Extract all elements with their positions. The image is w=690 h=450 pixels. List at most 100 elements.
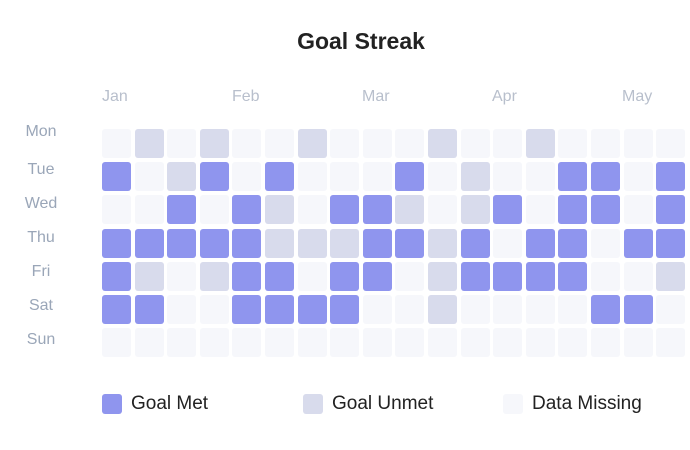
heatmap-cell-mon-week-12 [460,129,490,158]
heatmap-cell-fri-week-5 [232,261,262,291]
heatmap-cell-fri-week-14 [525,261,555,291]
heatmap-cell-sat-week-15 [558,295,588,324]
heatmap-cell-wed-week-3 [167,195,197,225]
heatmap-cell-sun-week-2 [134,328,164,358]
heatmap-cell-tue-week-11 [428,162,457,192]
heatmap-cell-sun-week-13 [493,328,523,358]
heatmap-cell-wed-week-8 [330,195,360,225]
heatmap-cell-sat-week-16 [591,295,620,324]
heatmap-cell-mon-week-10 [395,129,425,158]
heatmap-cell-mon-week-4 [199,129,229,158]
heatmap-cell-sat-week-1 [102,295,131,324]
heatmap-cell-fri-week-7 [297,261,327,291]
heatmap-cell-sun-week-3 [167,328,197,358]
heatmap-cell-sat-week-2 [134,295,164,324]
legend-swatch-missing [503,394,523,414]
heatmap-cell-thu-week-13 [493,228,523,258]
heatmap-cell-fri-week-4 [199,261,229,291]
heatmap-cell-mon-week-16 [591,129,620,158]
heatmap-cell-mon-week-9 [362,129,392,158]
heatmap-cell-thu-week-3 [167,228,197,258]
heatmap-cell-sun-week-9 [362,328,392,358]
heatmap-cell-fri-week-6 [265,261,294,291]
heatmap-cell-thu-week-5 [232,228,262,258]
heatmap-cell-sat-week-14 [525,295,555,324]
heatmap-cell-tue-week-17 [623,162,653,192]
heatmap-cell-sat-week-8 [330,295,360,324]
heatmap-cell-mon-week-2 [134,129,164,158]
heatmap-cell-wed-week-5 [232,195,262,225]
heatmap-cell-sun-week-16 [591,328,620,358]
heatmap-cell-sun-week-18 [656,328,686,358]
day-label-tue: Tue [27,161,55,178]
heatmap-cell-sat-week-17 [623,295,653,324]
heatmap-cell-thu-week-17 [623,228,653,258]
heatmap-cell-sun-week-14 [525,328,555,358]
heatmap-cell-tue-week-4 [199,162,229,192]
heatmap-cell-fri-week-16 [591,261,620,291]
heatmap-cell-tue-week-3 [167,162,197,192]
heatmap-cell-mon-week-13 [493,129,523,158]
heatmap-cell-sat-week-7 [297,295,327,324]
legend-swatch-unmet [303,394,323,414]
heatmap-cell-thu-week-18 [656,228,686,258]
heatmap-cell-wed-week-4 [199,195,229,225]
heatmap-cell-thu-week-8 [330,228,360,258]
day-label-wed: Wed [24,195,58,212]
heatmap-cell-sat-week-11 [428,295,457,324]
heatmap-cell-fri-week-18 [656,261,686,291]
heatmap-cell-wed-week-1 [102,195,131,225]
heatmap-cell-mon-week-17 [623,129,653,158]
legend-item-goal-unmet: Goal Unmet [303,393,433,415]
heatmap-cell-mon-week-14 [525,129,555,158]
heatmap-cell-sat-week-12 [460,295,490,324]
heatmap-cell-sun-week-10 [395,328,425,358]
heatmap-cell-tue-week-6 [265,162,294,192]
heatmap-cell-mon-week-6 [265,129,294,158]
heatmap-cell-tue-week-5 [232,162,262,192]
heatmap-cell-sat-week-6 [265,295,294,324]
heatmap-cell-wed-week-12 [460,195,490,225]
heatmap-cell-sun-week-6 [265,328,294,358]
heatmap-cell-fri-week-12 [460,261,490,291]
month-label-may: May [622,88,653,105]
legend-label-data-missing: Data Missing [532,393,642,414]
legend-swatch-met [102,394,122,414]
heatmap-cell-sun-week-7 [297,328,327,358]
heatmap-cell-sun-week-1 [102,328,131,358]
heatmap-cell-thu-week-16 [591,228,620,258]
heatmap-cell-sat-week-4 [199,295,229,324]
heatmap-cell-sat-week-10 [395,295,425,324]
heatmap-cell-thu-week-1 [102,228,131,258]
heatmap-cell-wed-week-14 [525,195,555,225]
heatmap-cell-thu-week-10 [395,228,425,258]
heatmap-cell-tue-week-9 [362,162,392,192]
month-label-jan: Jan [102,88,128,105]
heatmap-cell-thu-week-15 [558,228,588,258]
heatmap-cell-mon-week-15 [558,129,588,158]
day-label-thu: Thu [27,229,55,246]
heatmap-cell-sun-week-11 [428,328,457,358]
heatmap-cell-tue-week-18 [656,162,686,192]
day-label-mon: Mon [25,123,57,140]
heatmap-cell-fri-week-3 [167,261,197,291]
heatmap-cell-wed-week-7 [297,195,327,225]
heatmap-cell-sat-week-9 [362,295,392,324]
heatmap-cell-fri-week-8 [330,261,360,291]
heatmap-cell-sun-week-4 [199,328,229,358]
heatmap-cell-mon-week-11 [428,129,457,158]
month-label-apr: Apr [492,88,517,105]
heatmap-cell-thu-week-12 [460,228,490,258]
heatmap-cell-tue-week-10 [395,162,425,192]
heatmap-cell-sun-week-17 [623,328,653,358]
month-label-mar: Mar [362,88,390,105]
day-label-fri: Fri [31,263,51,280]
heatmap-cell-wed-week-2 [134,195,164,225]
heatmap-cell-fri-week-17 [623,261,653,291]
heatmap-cell-mon-week-1 [102,129,131,158]
day-label-sun: Sun [26,331,56,348]
heatmap-cell-thu-week-14 [525,228,555,258]
heatmap-cell-sun-week-5 [232,328,262,358]
heatmap-cell-fri-week-2 [134,261,164,291]
